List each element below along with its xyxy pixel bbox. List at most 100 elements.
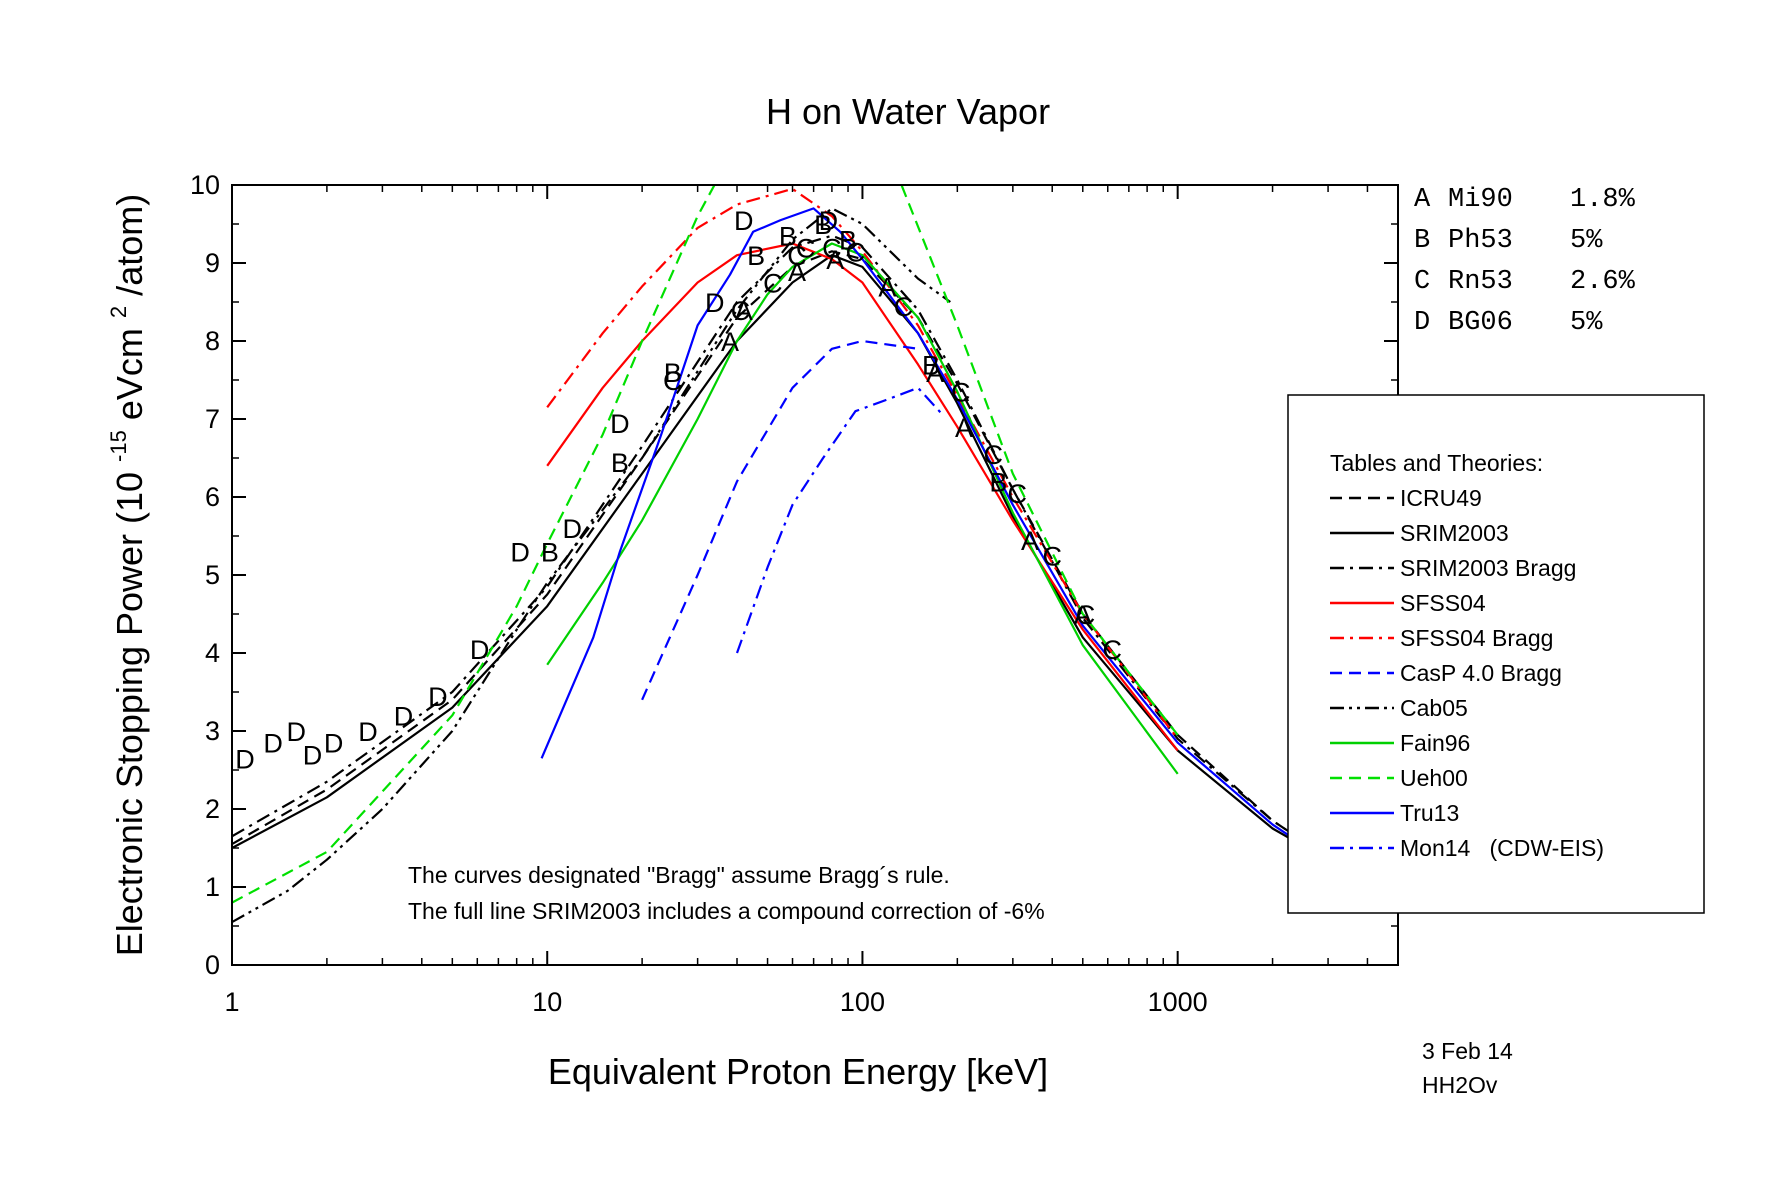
y-tick-label: 9 (205, 248, 220, 278)
data-point-c: C (1008, 479, 1028, 509)
data-point-d: D (287, 717, 307, 747)
x-axis-label: Equivalent Proton Energy [keV] (548, 1051, 1048, 1092)
data-point-d: D (324, 729, 344, 759)
x-tick-label: 10 (532, 987, 562, 1017)
y-axis-label: Electronic Stopping Power (10 -15 eVcm 2… (93, 194, 150, 956)
legend-box (1287, 394, 1705, 914)
marker-key-uncertainty: 1.8% (1570, 185, 1636, 215)
y-axis-label-main: Electronic Stopping Power (10 (109, 472, 150, 956)
series-line-mon14-cdw-eis (735, 386, 944, 654)
marker-key-letter: C (1414, 267, 1430, 297)
data-point-d: D (394, 701, 414, 731)
data-point-d: D (705, 288, 725, 318)
y-tick-label: 8 (205, 326, 220, 356)
data-point-a: A (878, 272, 896, 302)
y-tick-label: 3 (205, 716, 220, 746)
data-point-a: A (788, 257, 806, 287)
series-line-tru13 (540, 207, 1315, 853)
data-point-b: B (541, 538, 559, 568)
y-tick-label: 7 (205, 404, 220, 434)
data-point-a: A (955, 413, 973, 443)
data-point-b: B (989, 467, 1007, 497)
data-point-a: A (826, 245, 844, 275)
curves-layer (232, 185, 1315, 924)
data-point-d: D (235, 744, 255, 774)
marker-key-uncertainty: 2.6% (1570, 267, 1636, 297)
data-point-c: C (846, 237, 866, 267)
series-line-casp-4-0-bragg (641, 339, 919, 701)
series-line-fain96 (546, 242, 1179, 775)
legend-label-sfss04-bragg: SFSS04 Bragg (1400, 625, 1553, 651)
data-point-c: C (1042, 542, 1062, 572)
data-point-d: D (428, 682, 448, 712)
data-point-a: A (926, 358, 944, 388)
data-point-d: D (358, 717, 378, 747)
marker-key: A Mi90 1.8% B Ph53 5% C Rn53 2.6% D BG06 5% (1414, 185, 1636, 338)
legend-label-icru49: ICRU49 (1400, 485, 1482, 511)
y-tick-label: 2 (205, 794, 220, 824)
marker-key-letter: A (1414, 185, 1431, 215)
data-point-c: C (1076, 600, 1096, 630)
series-line-ueh00 (232, 185, 1179, 904)
data-point-b: B (839, 226, 857, 256)
data-point-d: D (303, 740, 323, 770)
data-point-d: D (510, 538, 530, 568)
data-point-b: B (747, 241, 765, 271)
y-tick-label: 10 (190, 170, 220, 200)
data-point-d: D (562, 514, 582, 544)
data-point-a: A (721, 327, 739, 357)
marker-key-letter: B (1414, 226, 1430, 256)
marker-key-letter: D (1414, 308, 1430, 338)
data-point-c: C (731, 296, 751, 326)
series-line-icru49 (232, 250, 1315, 849)
series-line-cab05 (232, 207, 951, 924)
data-point-a: A (1074, 600, 1092, 630)
data-point-d: D (470, 635, 490, 665)
data-point-a: A (735, 296, 753, 326)
annotation-line-1: The curves designated "Bragg" assume Bra… (408, 862, 950, 888)
data-point-c: C (787, 241, 807, 271)
marker-key-code: Ph53 (1448, 226, 1513, 256)
y-axis-label-exp1: -15 (106, 430, 131, 462)
marker-key-code: BG06 (1448, 308, 1513, 338)
data-point-c: C (1102, 635, 1122, 665)
marker-key-code: Rn53 (1448, 267, 1513, 297)
data-point-c: C (984, 440, 1004, 470)
legend-title: Tables and Theories: (1330, 450, 1543, 476)
data-point-d: D (610, 409, 630, 439)
data-point-a: A (1021, 526, 1039, 556)
legend-label-sfss04: SFSS04 (1400, 590, 1486, 616)
annotation-line-2: The full line SRIM2003 includes a compou… (408, 898, 1045, 924)
legend-label-srim2003-bragg: SRIM2003 Bragg (1400, 555, 1576, 581)
y-tick-label: 0 (205, 950, 220, 980)
legend-label-cab05: Cab05 (1400, 695, 1468, 721)
data-point-c: C (796, 233, 816, 263)
legend-label-tru13: Tru13 (1400, 800, 1459, 826)
legend-items: ICRU49 SRIM2003 SRIM2003 Bragg SFSS04 SFSS04… (1330, 485, 1604, 861)
date-stamp: 3 Feb 14 (1422, 1038, 1513, 1064)
series-line-sfss04 (546, 242, 1179, 752)
data-point-b: B (922, 350, 940, 380)
marker-key-code: Mi90 (1448, 185, 1513, 215)
data-point-d: D (734, 206, 754, 236)
data-point-c: C (951, 378, 971, 408)
plot-frame (231, 184, 1399, 966)
data-point-b: B (814, 210, 832, 240)
marker-key-uncertainty: 5% (1570, 226, 1603, 256)
series-line-sfss04-bragg (546, 187, 1179, 740)
legend-label-casp-4-0-bragg: CasP 4.0 Bragg (1400, 660, 1562, 686)
data-point-d: D (263, 729, 283, 759)
data-point-b: B (611, 448, 629, 478)
legend-label-srim2003: SRIM2003 (1400, 520, 1509, 546)
data-point-b: B (779, 222, 797, 252)
x-tick-label: 100 (840, 987, 885, 1017)
data-point-d: D (819, 206, 839, 236)
y-axis-label-exp2: 2 (106, 306, 131, 318)
data-point-c: C (763, 269, 783, 299)
y-tick-label: 1 (205, 872, 220, 902)
x-tick-label: 1000 (1148, 987, 1208, 1017)
y-tick-label: 5 (205, 560, 220, 590)
data-point-c: C (822, 233, 842, 263)
